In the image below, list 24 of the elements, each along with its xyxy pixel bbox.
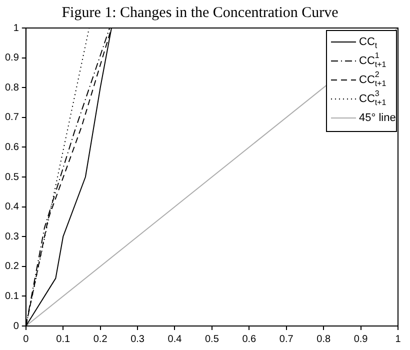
y-tick-label: 0 (13, 320, 20, 332)
y-tick-label: 0.8 (4, 82, 20, 94)
y-tick-label: 0.6 (4, 142, 20, 153)
chart-title: Figure 1: Changes in the Concentration Curve (62, 4, 339, 21)
y-tick-label: 0.7 (4, 112, 20, 124)
x-tick-label: 0.8 (316, 334, 331, 345)
x-tick-label: 0.5 (205, 334, 220, 345)
x-tick-label: 0.9 (354, 334, 368, 345)
x-tick-label: 0.2 (93, 334, 108, 345)
y-tick-label: 0.3 (4, 231, 20, 242)
y-tick-label: 1 (13, 22, 20, 34)
x-tick-label: 0 (23, 334, 30, 345)
x-tick-label: 0.3 (130, 334, 145, 345)
x-tick-label: 1 (395, 334, 402, 345)
x-tick-label: 0.1 (56, 334, 70, 345)
y-tick-label: 0.4 (4, 202, 20, 213)
x-tick-label: 0.6 (242, 334, 257, 345)
y-tick-label: 0.9 (4, 52, 20, 64)
x-tick-label: 0.7 (279, 334, 294, 345)
x-tick-label: 0.4 (168, 334, 182, 345)
legend-label: 45° line (359, 112, 396, 124)
y-tick-label: 0.1 (4, 290, 20, 302)
y-tick-label: 0.5 (4, 172, 20, 183)
y-tick-label: 0.2 (4, 261, 20, 272)
